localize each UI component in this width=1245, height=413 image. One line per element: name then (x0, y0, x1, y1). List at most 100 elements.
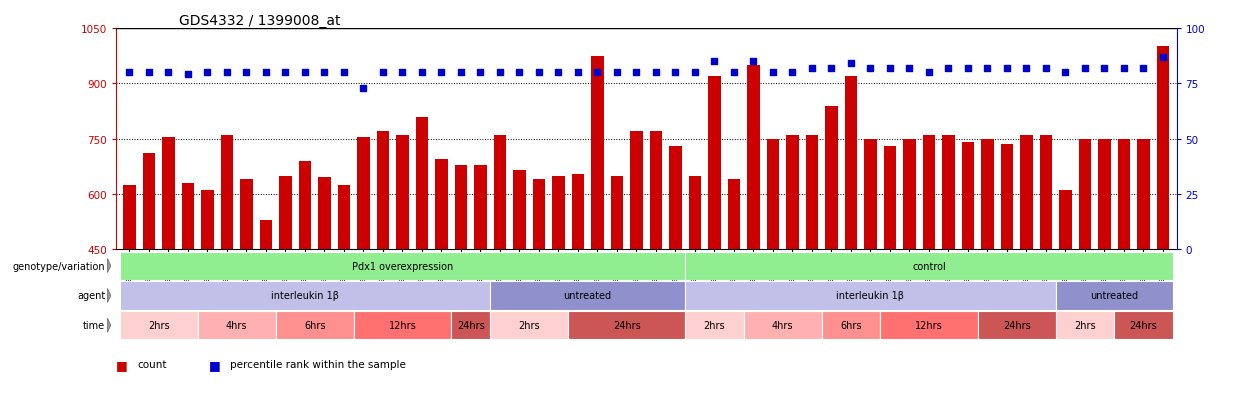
Bar (923, 136, 935, 250)
Bar (123, 185, 136, 250)
Point (939, 65, 959, 72)
Point (822, 65, 842, 72)
Point (1016, 65, 1036, 72)
Point (899, 65, 919, 72)
Point (178, 72, 198, 78)
Text: 24hrs: 24hrs (613, 320, 640, 330)
Point (217, 70, 237, 76)
Text: 2hrs: 2hrs (148, 320, 169, 330)
Bar (568, 311, 685, 339)
Bar (120, 282, 491, 310)
Bar (533, 180, 545, 250)
Bar (493, 136, 507, 250)
Bar (1056, 311, 1114, 339)
Bar (1040, 136, 1052, 250)
Bar (182, 183, 194, 250)
Point (880, 65, 900, 72)
Text: untreated: untreated (564, 291, 611, 301)
Point (763, 70, 783, 76)
Bar (491, 311, 568, 339)
Bar (279, 176, 291, 250)
Bar (491, 282, 685, 310)
Bar (630, 132, 642, 250)
Point (1153, 55, 1173, 61)
Bar (961, 143, 975, 250)
Point (295, 70, 315, 76)
Point (608, 70, 627, 76)
Bar (767, 139, 779, 250)
Text: time: time (83, 320, 106, 330)
Point (198, 70, 218, 76)
Bar (727, 180, 741, 250)
Bar (806, 136, 818, 250)
Bar (1157, 47, 1169, 250)
Bar (451, 311, 491, 339)
Text: 24hrs: 24hrs (1002, 320, 1031, 330)
Polygon shape (107, 259, 111, 273)
Bar (688, 176, 701, 250)
Bar (198, 311, 275, 339)
Point (549, 70, 569, 76)
Text: genotype/variation: genotype/variation (12, 261, 106, 271)
Point (432, 70, 452, 76)
Point (860, 65, 880, 72)
Text: untreated: untreated (1091, 291, 1138, 301)
Point (139, 70, 159, 76)
Bar (202, 191, 214, 250)
Bar (747, 66, 759, 250)
Bar (162, 138, 174, 250)
Bar (513, 171, 525, 250)
Text: 12hrs: 12hrs (915, 320, 942, 330)
Text: 12hrs: 12hrs (388, 320, 416, 330)
Bar (474, 165, 487, 250)
Point (568, 70, 588, 76)
Text: 4hrs: 4hrs (225, 320, 248, 330)
Point (646, 70, 666, 76)
Point (997, 65, 1017, 72)
Bar (669, 147, 682, 250)
Bar (786, 136, 799, 250)
Text: interleukin 1β: interleukin 1β (837, 291, 904, 301)
Bar (416, 117, 428, 250)
Point (158, 70, 178, 76)
Bar (552, 176, 565, 250)
Bar (260, 221, 273, 250)
Polygon shape (107, 318, 111, 332)
Point (782, 70, 802, 76)
Text: 2hrs: 2hrs (518, 320, 540, 330)
Point (705, 59, 725, 65)
Bar (143, 154, 156, 250)
Point (840, 61, 860, 68)
Text: Pdx1 overexpression: Pdx1 overexpression (352, 261, 453, 271)
Bar (1001, 145, 1013, 250)
Point (919, 70, 939, 76)
Text: control: control (913, 261, 946, 271)
Bar (1137, 139, 1149, 250)
Bar (337, 185, 350, 250)
Bar (708, 77, 721, 250)
Text: 24hrs: 24hrs (1129, 320, 1158, 330)
Point (392, 70, 412, 76)
Point (1036, 65, 1056, 72)
Text: 4hrs: 4hrs (772, 320, 793, 330)
Point (491, 70, 510, 76)
Text: 6hrs: 6hrs (840, 320, 862, 330)
Bar (354, 311, 451, 339)
Point (743, 59, 763, 65)
Point (256, 70, 276, 76)
Point (374, 70, 393, 76)
Point (237, 70, 256, 76)
Point (626, 70, 646, 76)
Polygon shape (107, 289, 111, 303)
Point (723, 70, 743, 76)
Text: 2hrs: 2hrs (703, 320, 726, 330)
Bar (120, 252, 685, 280)
Bar (650, 132, 662, 250)
Bar (685, 252, 1173, 280)
Point (334, 70, 354, 76)
Bar (220, 136, 233, 250)
Text: 2hrs: 2hrs (1074, 320, 1096, 330)
Bar (317, 178, 331, 250)
Bar (1078, 139, 1091, 250)
Bar (571, 174, 584, 250)
